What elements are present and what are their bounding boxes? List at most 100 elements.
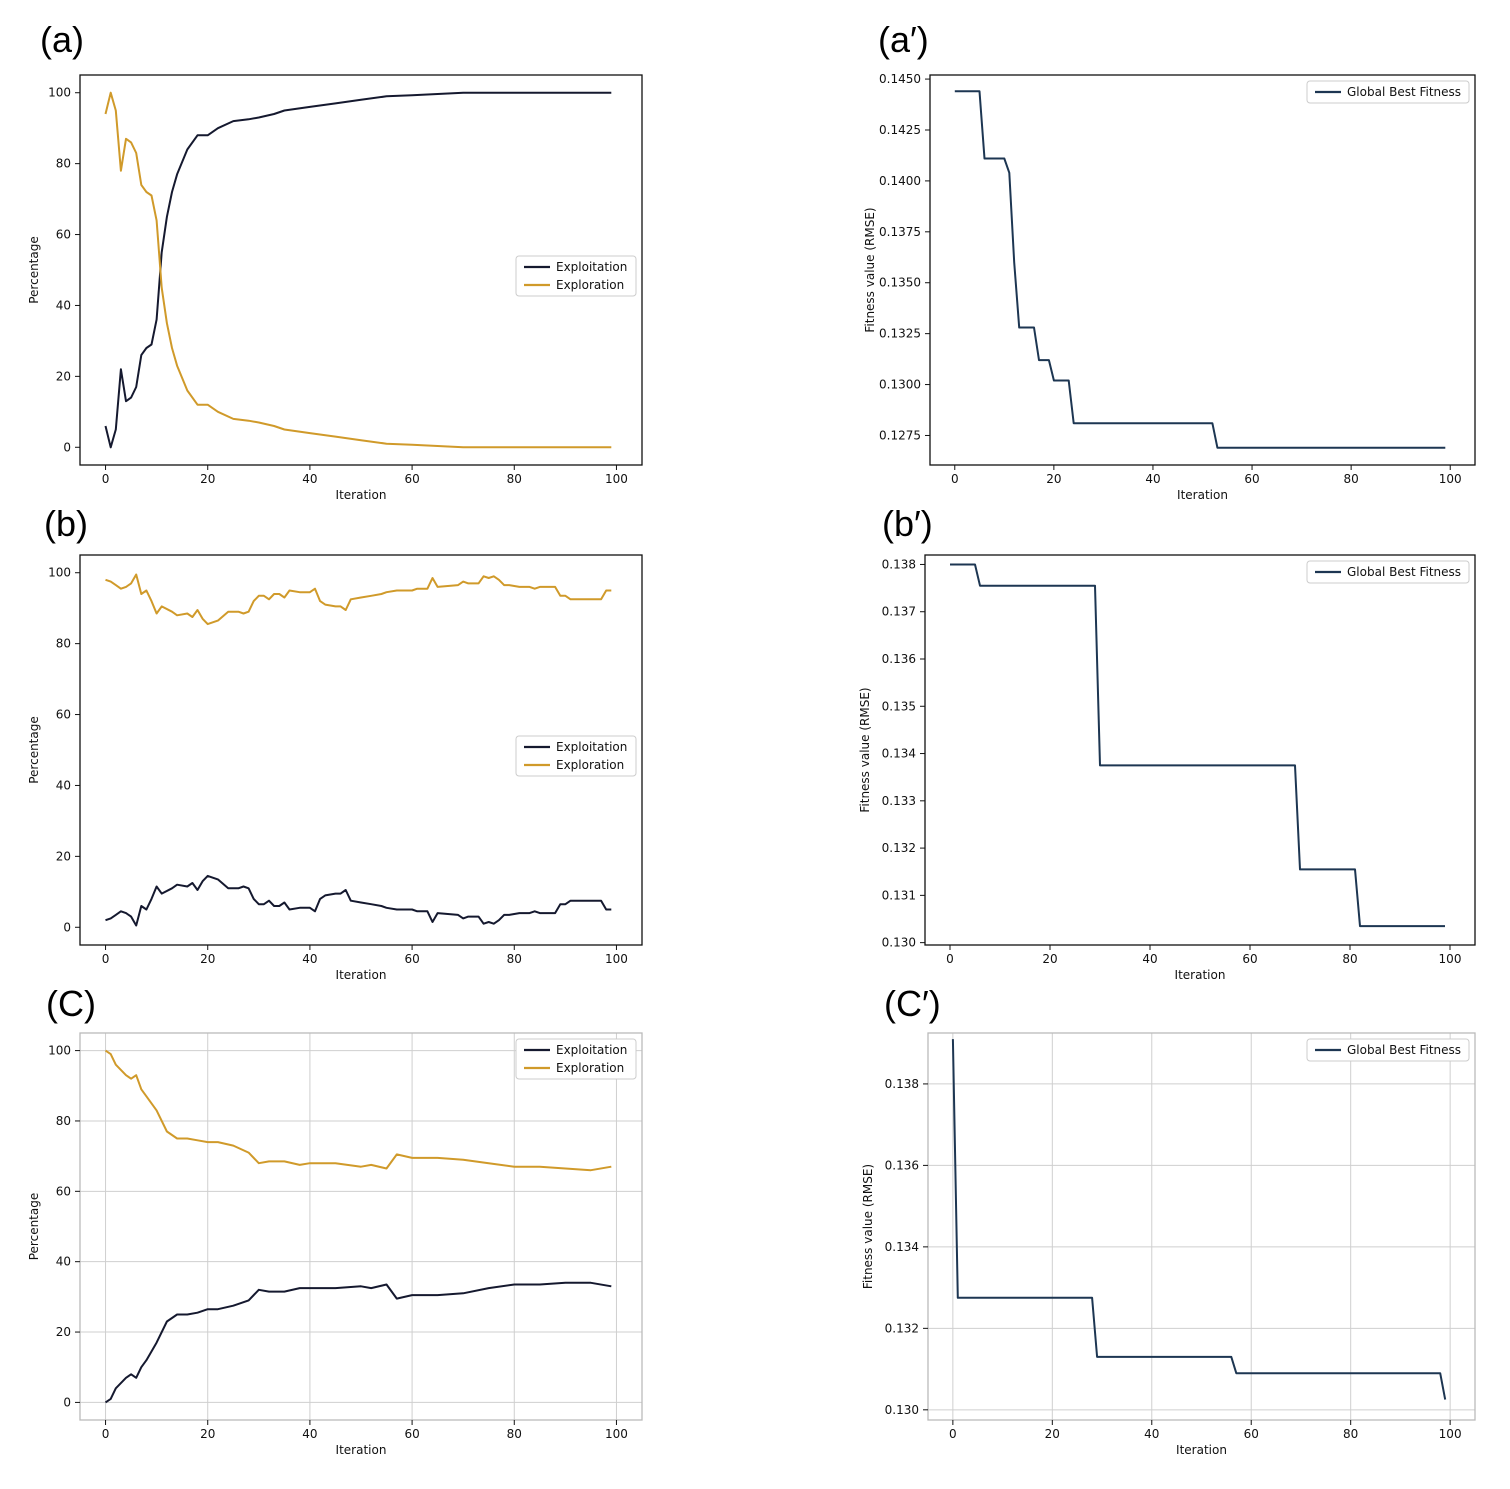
x-tick-label: 20 bbox=[1045, 1427, 1060, 1441]
chart-panel-c2: (C′) 0 20 40 60 80 100 0.130 0.132 0.134 0.136 0.13… bbox=[861, 983, 1476, 1457]
chart-panel-a: (a) 0 20 40 60 80 100 0 20 40 60 80 100 Iteration Perc… bbox=[27, 19, 643, 502]
x-tick-label: 60 bbox=[1244, 472, 1259, 486]
y-tick-label: 0.1400 bbox=[879, 174, 921, 188]
y-tick-label: 0.132 bbox=[882, 841, 916, 855]
x-axis-label: Iteration bbox=[336, 968, 387, 982]
y-tick-label: 20 bbox=[56, 849, 71, 863]
chart-panel-b2: (b′) 0 20 40 60 80 100 0.130 0.131 0.132 0.133 0.13… bbox=[858, 503, 1476, 982]
y-tick-label: 0.137 bbox=[882, 605, 916, 619]
legend-label: Exploitation bbox=[556, 740, 627, 754]
chart-panel-b: (b) 0 20 40 60 80 100 0 20 40 60 80 100 Iteration Perc… bbox=[27, 503, 643, 982]
x-tick-label: 20 bbox=[200, 952, 215, 966]
x-tick-label: 20 bbox=[1042, 952, 1057, 966]
x-tick-label: 80 bbox=[507, 472, 522, 486]
x-axis-label: Iteration bbox=[336, 488, 387, 502]
y-tick-label: 0.136 bbox=[882, 652, 916, 666]
y-tick-label: 0.1450 bbox=[879, 72, 921, 86]
x-tick-label: 100 bbox=[605, 952, 628, 966]
legend-label: Exploration bbox=[556, 278, 624, 292]
x-tick-label: 100 bbox=[1439, 472, 1462, 486]
chart-panel-c: (C) 0 20 40 60 80 100 0 20 40 60 80 100 Iteration Perc… bbox=[27, 983, 643, 1457]
legend-box bbox=[1306, 80, 1470, 104]
y-tick-label: 0.138 bbox=[882, 557, 916, 571]
x-tick-label: 20 bbox=[200, 1427, 215, 1441]
x-tick-label: 40 bbox=[302, 952, 317, 966]
x-tick-label: 100 bbox=[605, 472, 628, 486]
y-axis-label: Percentage bbox=[27, 716, 41, 784]
x-axis-label: Iteration bbox=[336, 1443, 387, 1457]
panel-label: (b) bbox=[44, 503, 88, 544]
x-tick-label: 80 bbox=[507, 952, 522, 966]
series-line-global-best-fitness bbox=[951, 1039, 1447, 1400]
x-tick-label: 40 bbox=[1145, 472, 1160, 486]
axes-frame bbox=[79, 554, 643, 946]
y-tick-label: 20 bbox=[56, 1325, 71, 1339]
y-tick-label: 80 bbox=[56, 157, 71, 171]
panel-label: (b′) bbox=[882, 503, 933, 544]
x-tick-label: 40 bbox=[1142, 952, 1157, 966]
y-tick-label: 60 bbox=[56, 1184, 71, 1198]
x-tick-label: 0 bbox=[951, 472, 959, 486]
x-tick-label: 20 bbox=[1046, 472, 1061, 486]
y-axis-label: Fitness value (RMSE) bbox=[863, 207, 877, 332]
legend: Global Best Fitness bbox=[1306, 560, 1470, 584]
y-tick-label: 0.134 bbox=[882, 747, 916, 761]
x-tick-label: 0 bbox=[949, 1427, 957, 1441]
y-tick-label: 40 bbox=[56, 298, 71, 312]
y-tick-label: 0.130 bbox=[882, 936, 916, 950]
panel-label: (a) bbox=[40, 19, 84, 60]
x-tick-label: 0 bbox=[946, 952, 954, 966]
legend-label: Exploration bbox=[556, 1061, 624, 1075]
axes-frame bbox=[79, 74, 643, 466]
x-tick-label: 60 bbox=[1244, 1427, 1259, 1441]
y-axis-label: Fitness value (RMSE) bbox=[861, 1164, 875, 1289]
legend-label: Global Best Fitness bbox=[1347, 1043, 1461, 1057]
series-line-global-best-fitness bbox=[950, 563, 1445, 928]
y-tick-label: 0 bbox=[63, 1395, 71, 1409]
series-line-exploitation bbox=[104, 1281, 612, 1404]
series-line-exploration bbox=[105, 573, 612, 626]
y-tick-label: 0.1325 bbox=[879, 327, 921, 341]
series-line-global-best-fitness bbox=[954, 90, 1446, 449]
x-tick-label: 60 bbox=[404, 472, 419, 486]
x-axis-label: Iteration bbox=[1177, 488, 1228, 502]
y-tick-label: 0.130 bbox=[885, 1403, 919, 1417]
panel-label: (a′) bbox=[878, 19, 929, 60]
series-line-exploitation bbox=[105, 874, 612, 927]
y-tick-label: 0.133 bbox=[882, 794, 916, 808]
x-tick-label: 60 bbox=[404, 952, 419, 966]
x-tick-label: 60 bbox=[404, 1427, 419, 1441]
axes-frame bbox=[924, 554, 1476, 946]
x-tick-label: 0 bbox=[102, 472, 110, 486]
y-axis-label: Percentage bbox=[27, 236, 41, 304]
axes-frame bbox=[929, 74, 1476, 466]
legend: Exploitation Exploration bbox=[515, 1038, 637, 1080]
y-tick-label: 0.134 bbox=[885, 1240, 919, 1254]
legend: Exploitation Exploration bbox=[515, 735, 637, 777]
y-tick-label: 0.1375 bbox=[879, 225, 921, 239]
y-tick-label: 0.135 bbox=[882, 699, 916, 713]
x-tick-label: 60 bbox=[1242, 952, 1257, 966]
y-tick-label: 0.1425 bbox=[879, 123, 921, 137]
x-tick-label: 80 bbox=[1343, 472, 1358, 486]
y-tick-label: 100 bbox=[48, 86, 71, 100]
x-tick-label: 100 bbox=[1439, 952, 1462, 966]
series-line-exploration bbox=[104, 1049, 612, 1172]
series-line-exploration bbox=[104, 91, 612, 449]
legend-label: Exploitation bbox=[556, 1043, 627, 1057]
y-tick-label: 0 bbox=[63, 920, 71, 934]
x-axis-label: Iteration bbox=[1175, 968, 1226, 982]
x-axis-label: Iteration bbox=[1176, 1443, 1227, 1457]
y-tick-label: 100 bbox=[48, 566, 71, 580]
x-tick-label: 80 bbox=[507, 1427, 522, 1441]
x-tick-label: 80 bbox=[1342, 952, 1357, 966]
y-tick-label: 0.1275 bbox=[879, 428, 921, 442]
y-tick-label: 0.132 bbox=[885, 1321, 919, 1335]
legend: Exploitation Exploration bbox=[515, 255, 637, 297]
x-tick-label: 40 bbox=[302, 1427, 317, 1441]
legend-box bbox=[1306, 560, 1470, 584]
legend: Global Best Fitness bbox=[1306, 1038, 1470, 1062]
legend-label: Global Best Fitness bbox=[1347, 565, 1461, 579]
legend-label: Exploitation bbox=[556, 260, 627, 274]
